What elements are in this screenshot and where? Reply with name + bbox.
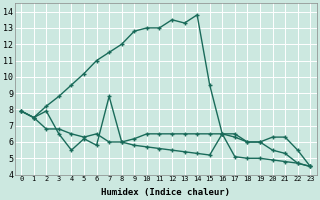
X-axis label: Humidex (Indice chaleur): Humidex (Indice chaleur) <box>101 188 230 197</box>
